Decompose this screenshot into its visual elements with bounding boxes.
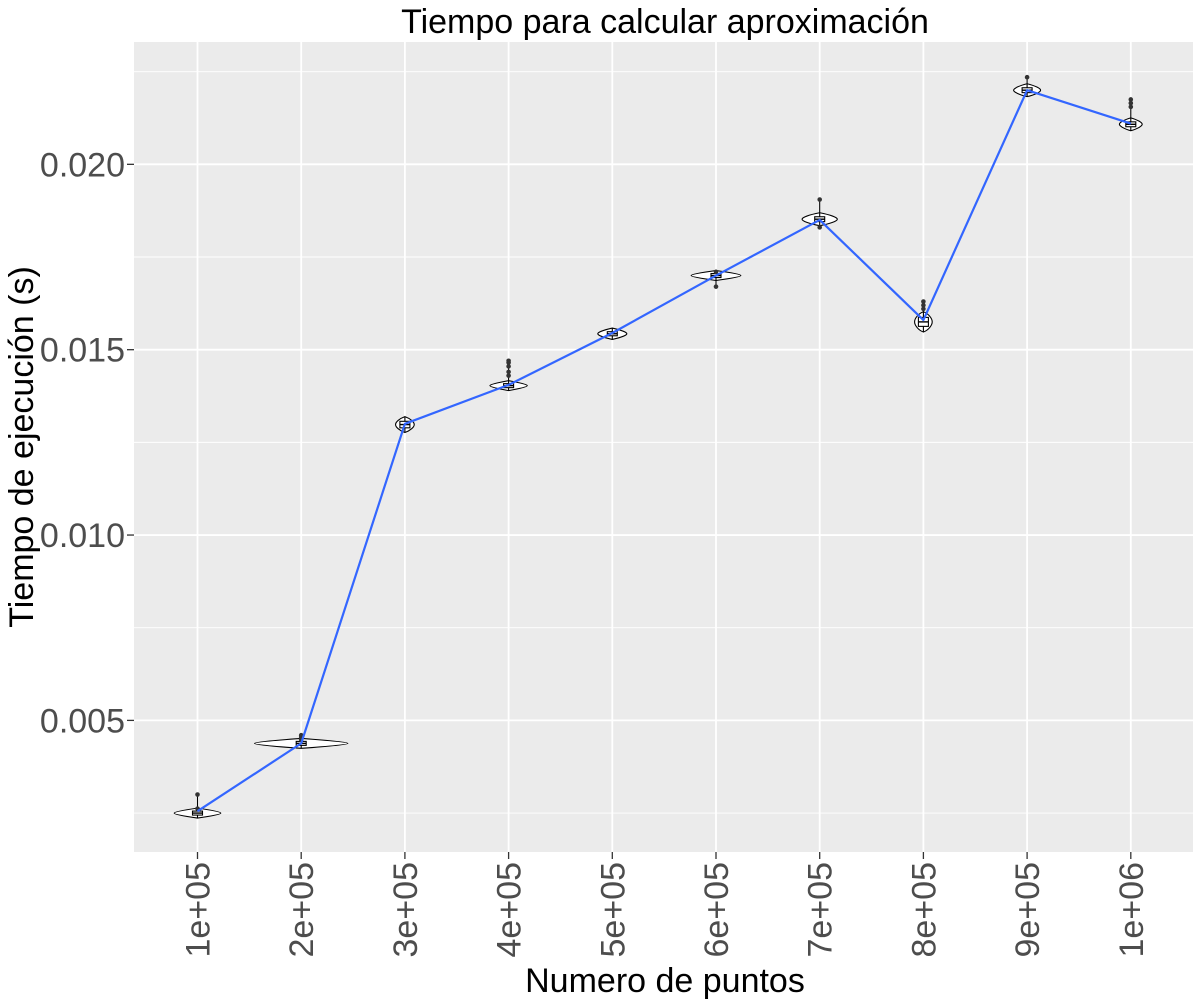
outlier-point [713,269,719,275]
series-line-layer [196,89,1132,813]
series-line [196,89,1132,813]
outlier-point [506,360,511,365]
outlier-point [817,197,822,202]
x-tick-label: 8e+05 [905,862,943,958]
outlier-point [506,369,511,375]
outlier-point [921,302,926,308]
x-axis-ticks: 1e+05 2e+05 3e+05 4e+05 5e+05 6e+05 7e+05 8e+05… [180,852,1151,958]
outlier-point [713,284,719,289]
outlier-point [195,792,200,797]
outlier-point [1128,104,1134,110]
outlier-point [506,364,511,369]
violin [173,792,222,819]
x-tick-label: 9e+05 [1009,862,1047,958]
x-tick-label: 4e+05 [491,862,529,958]
grid-minor [134,71,1193,814]
chart-title: Tiempo para calcular aproximación [401,3,929,41]
grid-major [134,42,1193,852]
y-tick-label: 0.020 [40,146,125,184]
outlier-point [506,373,511,378]
outlier-point [921,306,926,312]
x-tick-label: 7e+05 [802,862,840,958]
outlier-point [1128,100,1134,106]
x-tick-label: 6e+05 [698,862,736,958]
outlier-point [921,299,926,304]
x-tick-label: 1e+06 [1113,862,1151,958]
y-tick-label: 0.015 [40,332,125,370]
x-tick-label: 2e+05 [283,862,321,958]
y-tick-label: 0.010 [40,517,125,555]
outlier-point [817,225,822,230]
y-tick-label: 0.005 [40,702,125,740]
x-tick-label: 1e+05 [180,862,218,958]
x-tick-label: 3e+05 [387,862,425,958]
y-axis-ticks: 0.005 0.010 0.015 0.020 [40,146,134,740]
outlier-point [1024,74,1030,80]
outlier-point [1128,97,1134,102]
x-axis-title: Numero de puntos [525,962,805,1000]
y-axis-title: Tiempo de ejecución (s) [3,266,41,628]
x-tick-label: 5e+05 [594,862,632,958]
